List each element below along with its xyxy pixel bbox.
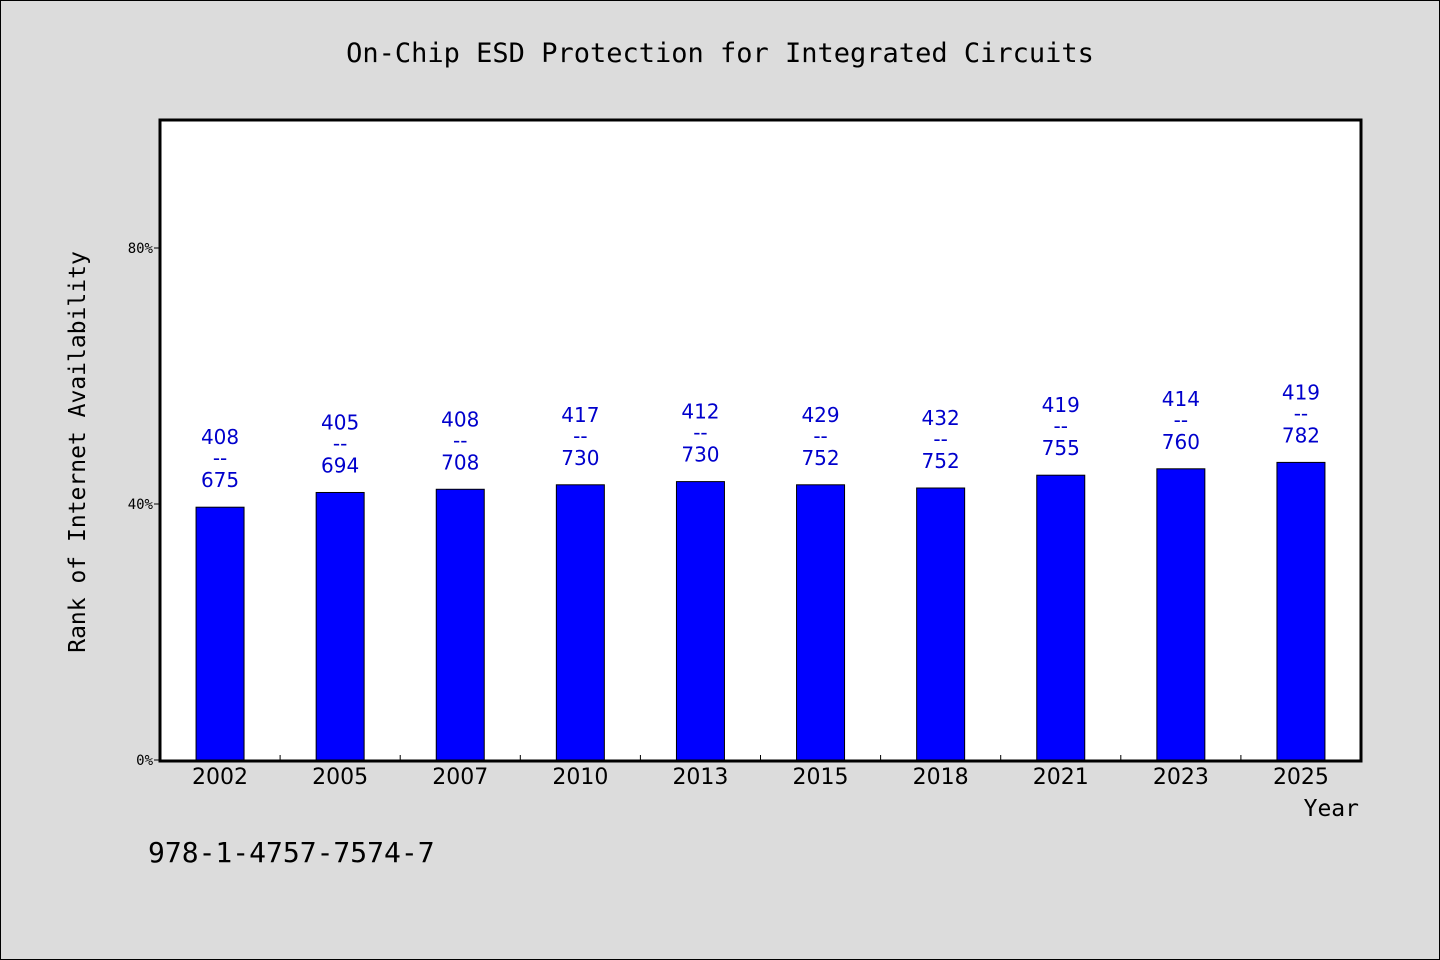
data-label-sep-2015: -- xyxy=(813,424,827,448)
data-label-bottom-2007: 708 xyxy=(441,450,479,474)
data-label-sep-2018: -- xyxy=(933,427,947,451)
bar-2025 xyxy=(1276,461,1326,761)
data-label-bottom-2002: 675 xyxy=(201,468,239,492)
data-label-top-2015: 429 xyxy=(801,403,839,427)
data-label-top-2018: 432 xyxy=(922,406,960,430)
x-tick-label-2007: 2007 xyxy=(432,765,488,790)
bar-2015 xyxy=(796,484,846,761)
y-axis: 0% 40% 80% xyxy=(128,241,160,769)
data-label-top-2010: 417 xyxy=(561,403,599,427)
data-label-bottom-2013: 730 xyxy=(681,443,719,467)
x-tick-label-2023: 2023 xyxy=(1153,765,1209,790)
data-label-top-2002: 408 xyxy=(201,425,239,449)
bar-2013 xyxy=(675,481,725,761)
data-label-top-2005: 405 xyxy=(321,410,359,434)
data-labels-group: 675--408694--405708--408730--417730--412… xyxy=(201,380,1320,492)
y-tick-label-0: 0% xyxy=(136,753,153,769)
data-label-bottom-2015: 752 xyxy=(801,446,839,470)
x-tick-label-2002: 2002 xyxy=(192,765,248,790)
bar-2021 xyxy=(1036,474,1086,761)
data-label-top-2007: 408 xyxy=(441,407,479,431)
data-label-bottom-2010: 730 xyxy=(561,446,599,470)
x-tick-label-2010: 2010 xyxy=(552,765,608,790)
data-label-sep-2007: -- xyxy=(453,428,467,452)
x-axis: 2002 2005 2007 2010 2013 2015 2018 2021 2023 2025 xyxy=(192,755,1329,790)
bar-2018 xyxy=(916,487,966,761)
bar-2005 xyxy=(315,491,365,761)
data-label-bottom-2025: 782 xyxy=(1282,423,1320,447)
x-tick-label-2018: 2018 xyxy=(913,765,969,790)
data-label-bottom-2005: 694 xyxy=(321,453,359,477)
bar-2002 xyxy=(195,506,245,761)
data-label-bottom-2021: 755 xyxy=(1042,436,1080,460)
data-label-sep-2002: -- xyxy=(213,446,227,470)
y-axis-title: Rank of Internet Availability xyxy=(65,251,91,653)
data-label-top-2023: 414 xyxy=(1162,387,1200,411)
data-label-sep-2021: -- xyxy=(1054,414,1068,438)
data-label-top-2013: 412 xyxy=(681,400,719,424)
data-label-sep-2025: -- xyxy=(1294,401,1308,425)
data-label-sep-2005: -- xyxy=(333,431,347,455)
bars-group xyxy=(195,461,1326,761)
isbn-label: 978-1-4757-7574-7 xyxy=(148,836,435,869)
y-tick-label-80: 80% xyxy=(128,241,154,257)
bar-2007 xyxy=(435,488,485,761)
plot-border xyxy=(158,118,1363,763)
x-tick-label-2025: 2025 xyxy=(1273,765,1329,790)
data-label-top-2025: 419 xyxy=(1282,380,1320,404)
data-label-sep-2010: -- xyxy=(573,424,587,448)
x-tick-label-2013: 2013 xyxy=(672,765,728,790)
bar-2023 xyxy=(1156,468,1206,761)
data-label-sep-2013: -- xyxy=(693,421,707,445)
x-axis-title: Year xyxy=(1304,796,1359,822)
data-label-top-2021: 419 xyxy=(1042,393,1080,417)
chart-title: On-Chip ESD Protection for Integrated Ci… xyxy=(346,38,1094,69)
x-tick-label-2005: 2005 xyxy=(312,765,368,790)
x-tick-label-2015: 2015 xyxy=(793,765,849,790)
y-tick-label-40: 40% xyxy=(128,497,154,513)
data-label-sep-2023: -- xyxy=(1174,408,1188,432)
x-tick-label-2021: 2021 xyxy=(1033,765,1089,790)
data-label-bottom-2018: 752 xyxy=(922,449,960,473)
data-label-bottom-2023: 760 xyxy=(1162,430,1200,454)
bar-2010 xyxy=(555,484,605,761)
